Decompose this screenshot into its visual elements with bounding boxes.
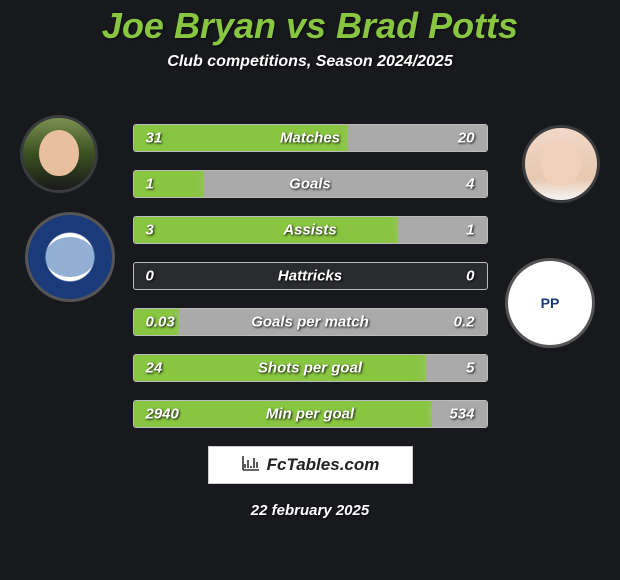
club-badge-right <box>505 258 595 348</box>
stat-row: 24 Shots per goal 5 <box>133 354 488 382</box>
stat-right-value: 20 <box>458 130 475 147</box>
player-right-photo <box>522 125 600 203</box>
stat-left-value: 24 <box>146 360 163 377</box>
stat-label: Shots per goal <box>258 360 362 377</box>
stat-left-value: 2940 <box>146 406 179 423</box>
stat-fill-right <box>204 171 486 197</box>
stat-fill-left <box>134 171 205 197</box>
stat-label: Hattricks <box>278 268 342 285</box>
stat-left-value: 0.03 <box>146 314 175 331</box>
stat-row: 2940 Min per goal 534 <box>133 400 488 428</box>
stat-label: Matches <box>280 130 340 147</box>
stat-label: Goals <box>289 176 331 193</box>
stat-left-value: 0 <box>146 268 154 285</box>
stat-right-value: 1 <box>466 222 474 239</box>
stat-row: 31 Matches 20 <box>133 124 488 152</box>
site-logo[interactable]: FcTables.com <box>208 446 413 484</box>
comparison-card: Joe Bryan vs Brad Potts Club competition… <box>0 0 620 580</box>
stat-label: Assists <box>283 222 336 239</box>
subtitle: Club competitions, Season 2024/2025 <box>0 53 620 71</box>
stat-right-value: 0 <box>466 268 474 285</box>
stat-row: 0.03 Goals per match 0.2 <box>133 308 488 336</box>
stat-row: 1 Goals 4 <box>133 170 488 198</box>
stat-left-value: 1 <box>146 176 154 193</box>
stat-fill-left <box>134 217 399 243</box>
stat-fill-right <box>426 355 487 381</box>
stat-left-value: 3 <box>146 222 154 239</box>
stat-label: Goals per match <box>251 314 369 331</box>
club-badge-left <box>25 212 115 302</box>
stat-right-value: 5 <box>466 360 474 377</box>
stat-right-value: 534 <box>449 406 474 423</box>
face-icon <box>541 140 581 186</box>
player-left-photo <box>20 115 98 193</box>
stat-right-value: 0.2 <box>454 314 475 331</box>
comparison-date: 22 february 2025 <box>0 502 620 519</box>
face-icon <box>39 130 79 176</box>
stat-right-value: 4 <box>466 176 474 193</box>
stat-row: 0 Hattricks 0 <box>133 262 488 290</box>
stat-label: Min per goal <box>266 406 354 423</box>
stat-left-value: 31 <box>146 130 163 147</box>
page-title: Joe Bryan vs Brad Potts <box>0 5 620 47</box>
chart-icon <box>241 454 261 477</box>
logo-text: FcTables.com <box>267 455 380 475</box>
stats-grid: 31 Matches 20 1 Goals 4 3 Assists 1 0 Ha… <box>133 96 488 428</box>
stat-row: 3 Assists 1 <box>133 216 488 244</box>
